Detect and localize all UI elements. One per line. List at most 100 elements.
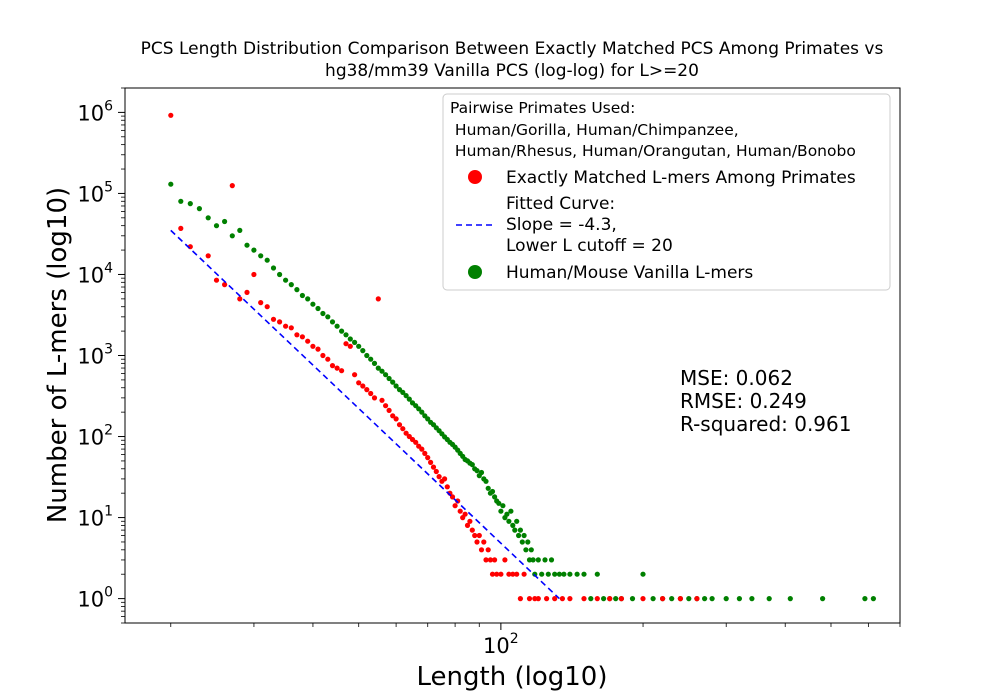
data-point (294, 287, 300, 293)
chart-title-line-1: PCS Length Distribution Comparison Betwe… (141, 39, 884, 59)
data-point (526, 596, 533, 602)
data-point (514, 518, 520, 524)
data-point (229, 233, 235, 239)
data-point (556, 571, 563, 577)
data-point (464, 522, 471, 529)
data-point (766, 596, 772, 602)
data-point (386, 407, 392, 413)
data-point (496, 500, 502, 506)
data-point (403, 393, 409, 399)
data-point (521, 571, 527, 577)
data-point (519, 539, 525, 545)
data-point (390, 379, 396, 385)
data-point (512, 527, 518, 533)
data-point (526, 557, 533, 563)
data-point (428, 459, 434, 465)
data-point (508, 508, 514, 514)
data-point (521, 532, 527, 539)
data-point (561, 571, 567, 577)
data-point (360, 383, 366, 389)
data-point (436, 474, 442, 480)
data-point (329, 319, 336, 325)
data-point (694, 596, 700, 602)
data-point (205, 253, 211, 259)
data-point (390, 413, 396, 419)
data-point (334, 365, 340, 371)
data-point (413, 439, 419, 445)
data-point (379, 368, 385, 374)
data-point (581, 596, 587, 602)
x-axis-ticks: 102 (170, 623, 901, 658)
data-point (425, 416, 431, 422)
data-point (305, 296, 311, 302)
data-point (504, 511, 510, 517)
y-tick-label: 104 (77, 260, 113, 287)
data-point (709, 596, 715, 602)
data-point (478, 547, 485, 553)
data-point (514, 571, 520, 577)
data-point (669, 596, 675, 602)
data-point (535, 557, 541, 563)
data-point (498, 508, 504, 514)
data-point (574, 571, 580, 577)
legend-label-slope: Slope = -4.3, (506, 215, 617, 235)
data-point (352, 339, 358, 345)
data-point (469, 527, 475, 533)
data-point (339, 368, 345, 374)
y-axis-label: Number of L-mers (log10) (43, 187, 73, 523)
data-point (425, 455, 431, 461)
stat-mse: MSE: 0.062 (680, 366, 793, 390)
data-point (455, 498, 461, 504)
data-point (640, 596, 646, 602)
fit-statistics: MSE: 0.062 RMSE: 0.249 R-squared: 0.961 (680, 366, 851, 436)
data-point (640, 571, 646, 577)
data-point (343, 332, 349, 338)
legend-marker-green-dot (468, 265, 482, 279)
legend-label-exactly-matched: Exactly Matched L-mers Among Primates (506, 168, 856, 188)
data-point (677, 596, 684, 602)
data-point (277, 271, 283, 278)
data-point (403, 430, 409, 436)
data-point (601, 596, 607, 602)
data-point (315, 346, 321, 352)
stat-rmse: RMSE: 0.249 (680, 389, 807, 413)
data-point (820, 596, 826, 602)
data-point (187, 201, 193, 207)
data-point (364, 352, 370, 359)
y-tick-label: 106 (77, 98, 113, 125)
data-point (419, 446, 425, 452)
data-point (244, 289, 250, 295)
data-point (168, 181, 174, 187)
data-point (305, 338, 311, 344)
legend-label-cutoff: Lower L cutoff = 20 (506, 236, 673, 256)
data-point (320, 352, 326, 359)
data-point (288, 282, 294, 288)
data-point (548, 557, 555, 563)
data-point (481, 539, 487, 545)
series-primates-red (168, 112, 700, 602)
data-point (383, 403, 389, 409)
x-tick-label: 102 (483, 631, 519, 658)
data-point (474, 539, 480, 545)
data-point (478, 469, 485, 476)
data-point (237, 227, 243, 233)
data-point (360, 348, 366, 354)
data-point (205, 215, 211, 221)
data-point (371, 395, 378, 401)
chart-title-line-2: hg38/mm39 Vanilla PCS (log-log) for L>=2… (325, 61, 699, 81)
data-point (686, 596, 692, 602)
data-point (502, 557, 508, 563)
data-point (310, 343, 316, 349)
data-point (660, 596, 666, 602)
data-point (787, 596, 793, 602)
legend-title-line-3: Human/Rhesus, Human/Orangutan, Human/Bon… (450, 142, 856, 160)
data-point (251, 271, 257, 278)
data-point (702, 596, 708, 602)
y-tick-label: 105 (77, 179, 113, 206)
data-point (525, 539, 531, 545)
data-point (510, 522, 516, 529)
data-point (444, 484, 450, 490)
data-point (528, 547, 534, 553)
data-point (352, 372, 358, 378)
